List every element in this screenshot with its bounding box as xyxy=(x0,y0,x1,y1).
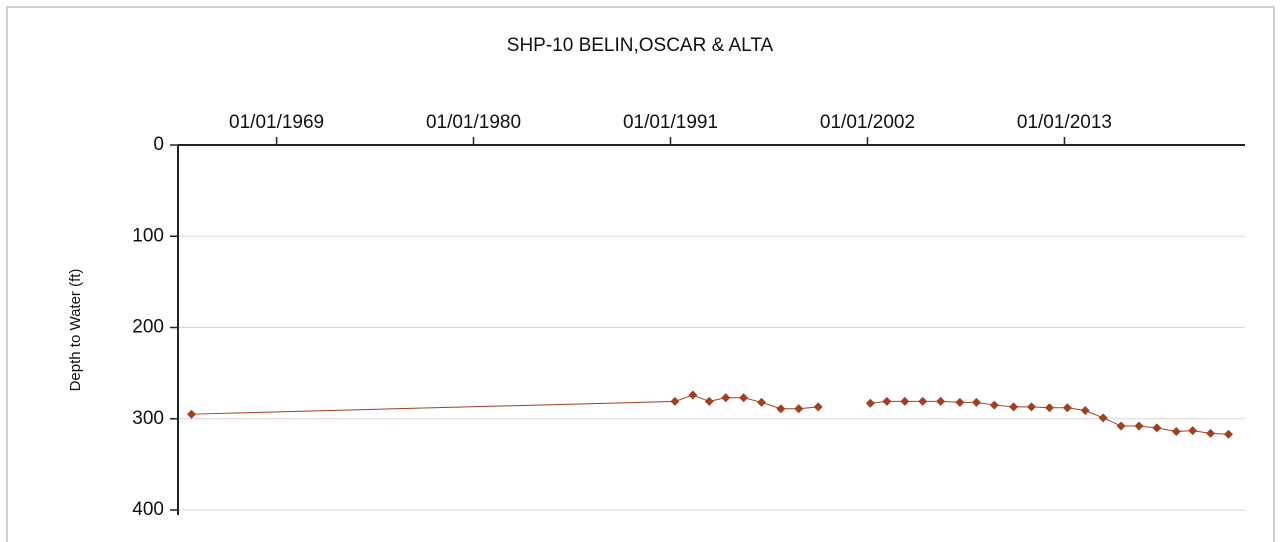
y-tick-label: 400 xyxy=(132,499,164,520)
x-tick-label: 01/01/2013 xyxy=(1017,112,1112,133)
data-point xyxy=(955,397,965,407)
x-tick-label: 01/01/1980 xyxy=(426,112,521,133)
data-point xyxy=(704,396,714,406)
data-point xyxy=(813,402,823,412)
data-point xyxy=(721,393,731,403)
data-point xyxy=(1171,427,1181,437)
data-point xyxy=(186,409,196,419)
data-point xyxy=(971,397,981,407)
data-point xyxy=(1009,402,1019,412)
data-point xyxy=(989,400,999,410)
chart-title: SHP-10 BELIN,OSCAR & ALTA xyxy=(507,35,774,56)
data-point xyxy=(882,396,892,406)
data-point xyxy=(1223,429,1233,439)
data-point xyxy=(1134,421,1144,431)
data-point xyxy=(688,390,698,400)
y-tick-label: 100 xyxy=(132,225,164,246)
y-tick-label: 0 xyxy=(153,134,164,155)
data-point xyxy=(936,396,946,406)
data-point xyxy=(776,404,786,414)
y-axis-label: Depth to Water (ft) xyxy=(67,269,84,392)
x-tick-label: 01/01/1969 xyxy=(229,112,324,133)
y-tick-label: 300 xyxy=(132,408,164,429)
data-point xyxy=(1152,423,1162,433)
data-point xyxy=(1206,428,1216,438)
data-point xyxy=(1080,406,1090,416)
data-point xyxy=(1062,403,1072,413)
frame xyxy=(6,6,1275,542)
data-line xyxy=(191,394,819,415)
data-point xyxy=(1027,402,1037,412)
data-point xyxy=(1116,421,1126,431)
data-point xyxy=(1044,403,1054,413)
y-tick-label: 200 xyxy=(132,317,164,338)
data-point xyxy=(794,404,804,414)
data-point xyxy=(670,396,680,406)
x-tick-label: 01/01/1991 xyxy=(623,112,718,133)
data-point xyxy=(865,398,875,408)
x-tick-label: 01/01/2002 xyxy=(820,112,915,133)
data-point xyxy=(1098,413,1108,423)
data-point xyxy=(739,393,749,403)
data-point xyxy=(757,397,767,407)
data-point xyxy=(1188,426,1198,436)
data-point xyxy=(900,396,910,406)
data-point xyxy=(918,396,928,406)
